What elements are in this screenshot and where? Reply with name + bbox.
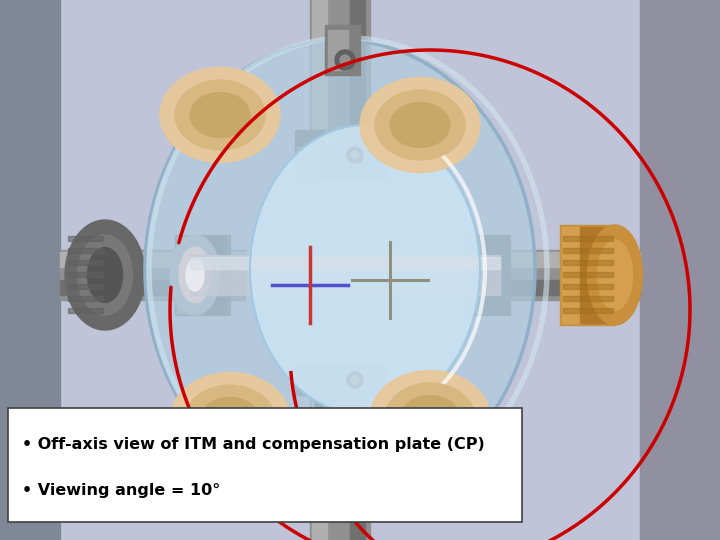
Bar <box>325 25 360 75</box>
Ellipse shape <box>400 395 460 441</box>
Bar <box>68 308 103 313</box>
Circle shape <box>347 147 363 163</box>
Ellipse shape <box>170 235 220 315</box>
Bar <box>563 308 613 313</box>
Bar <box>60 0 640 540</box>
Bar <box>68 260 103 265</box>
Text: • Viewing angle = 10°: • Viewing angle = 10° <box>22 483 220 497</box>
Ellipse shape <box>65 220 145 330</box>
Bar <box>470 280 640 295</box>
Bar <box>580 227 610 323</box>
Bar <box>470 250 640 300</box>
Bar <box>328 30 348 70</box>
Bar <box>200 237 225 313</box>
Circle shape <box>351 151 359 159</box>
Bar <box>310 390 370 540</box>
Bar <box>295 365 385 395</box>
Bar <box>467 237 482 313</box>
Circle shape <box>335 50 355 70</box>
Bar <box>465 235 510 315</box>
FancyBboxPatch shape <box>8 408 522 522</box>
Bar <box>350 390 365 540</box>
Bar <box>68 272 103 277</box>
Bar <box>177 237 192 313</box>
Ellipse shape <box>190 92 250 138</box>
Bar <box>60 250 245 300</box>
Bar <box>297 147 317 178</box>
Ellipse shape <box>598 240 632 310</box>
Circle shape <box>335 470 355 490</box>
Bar <box>68 236 103 241</box>
Bar <box>68 284 103 289</box>
Bar <box>60 252 245 267</box>
Ellipse shape <box>145 40 535 500</box>
Ellipse shape <box>200 397 260 442</box>
Ellipse shape <box>185 385 275 455</box>
Bar <box>560 225 615 325</box>
Bar <box>190 255 500 295</box>
Circle shape <box>340 475 350 485</box>
Bar <box>563 248 613 253</box>
Bar <box>340 150 380 175</box>
Ellipse shape <box>588 225 642 325</box>
Bar <box>563 236 613 241</box>
Bar <box>563 272 613 277</box>
Circle shape <box>340 55 350 65</box>
Bar <box>325 470 360 520</box>
Bar <box>68 296 103 301</box>
Bar <box>312 390 327 540</box>
Ellipse shape <box>170 373 290 468</box>
Ellipse shape <box>390 103 450 147</box>
Ellipse shape <box>385 383 475 453</box>
Ellipse shape <box>186 259 204 291</box>
Ellipse shape <box>78 235 132 315</box>
Ellipse shape <box>250 125 480 415</box>
Circle shape <box>347 372 363 388</box>
Bar <box>315 390 360 410</box>
Bar <box>190 257 500 269</box>
Bar <box>175 235 230 315</box>
Bar <box>640 0 720 540</box>
Circle shape <box>351 376 359 384</box>
Bar <box>563 260 613 265</box>
Ellipse shape <box>88 247 122 302</box>
Ellipse shape <box>179 247 211 303</box>
Bar <box>0 0 60 540</box>
Bar <box>355 130 385 150</box>
Text: • Off-axis view of ITM and compensation plate (CP): • Off-axis view of ITM and compensation … <box>22 437 485 453</box>
Bar <box>312 0 327 170</box>
Ellipse shape <box>175 80 265 150</box>
Bar <box>562 227 582 323</box>
Bar <box>60 280 245 295</box>
Bar <box>295 145 385 180</box>
Bar <box>563 284 613 289</box>
Bar <box>350 0 365 170</box>
Ellipse shape <box>160 68 280 163</box>
Bar <box>470 252 640 267</box>
Bar <box>563 296 613 301</box>
Bar <box>310 0 370 170</box>
Bar <box>328 475 348 510</box>
Bar <box>295 130 325 150</box>
Ellipse shape <box>370 370 490 465</box>
Ellipse shape <box>375 90 465 160</box>
Ellipse shape <box>360 78 480 172</box>
Bar <box>68 248 103 253</box>
